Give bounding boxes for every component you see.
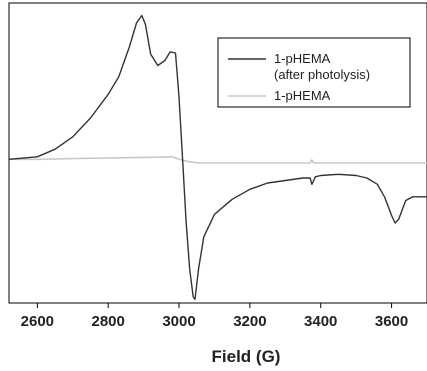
x-tick-label-2800: 2800	[91, 313, 124, 330]
legend-label-after-photolysis: 1-pHEMA	[274, 51, 331, 66]
x-tick-label-3400: 3400	[304, 313, 337, 330]
legend-label-after-photolysis-line2: (after photolysis)	[274, 67, 370, 82]
series-line-pristine	[9, 156, 427, 164]
x-axis-ticks	[36, 303, 393, 308]
x-tick-label-2600: 2600	[21, 313, 54, 330]
x-tick-label-3000: 3000	[162, 313, 195, 330]
x-axis-tick-labels: 2600 2800 3000 3200 3400 3600	[21, 313, 409, 330]
series-line-after-photolysis	[8, 14, 427, 300]
legend: 1-pHEMA (after photolysis) 1-pHEMA	[217, 37, 411, 108]
x-tick-label-3600: 3600	[375, 313, 408, 330]
x-axis-title: Field (G)	[212, 347, 281, 366]
series-layer	[8, 14, 427, 300]
legend-label-pristine: 1-pHEMA	[274, 88, 331, 103]
x-tick-label-3200: 3200	[233, 313, 266, 330]
